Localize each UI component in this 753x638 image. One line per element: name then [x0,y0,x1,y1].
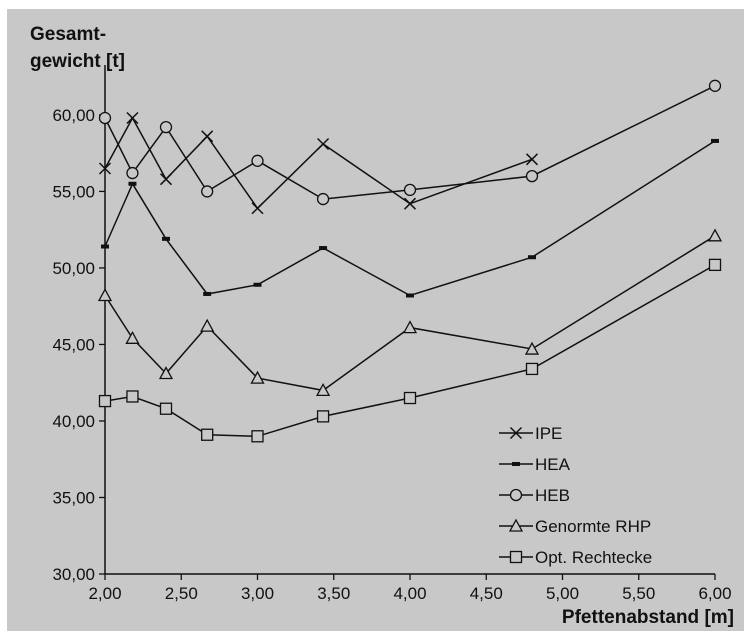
data-point-heb [251,154,264,167]
data-point-genormte-rhp [524,341,540,355]
data-point-hea [319,246,328,251]
x-axis-label: Pfettenabstand [m] [562,607,734,628]
data-point-genormte-rhp [707,228,723,242]
data-point-genormte-rhp [402,320,418,334]
series-ipe [98,111,539,215]
series-hea [101,138,719,298]
legend-item-ipe: IPE [499,424,562,443]
series-line-ipe [104,116,533,210]
data-point-heb [316,192,330,206]
data-point-ipe [317,137,330,151]
data-point-opt-rechtecke [525,362,539,376]
x-tick-label: 5,50 [622,584,655,603]
data-point-genormte-rhp [200,318,215,332]
data-point-genormte-rhp [250,370,265,384]
data-point-hea [128,181,137,186]
legend-label: Genormte RHP [535,517,651,536]
legend-marker-ipe [509,426,523,440]
data-point-heb [159,121,173,134]
axes: 30,00 35,00 40,00 45,00 50,00 55,00 60,00 2,00 2… [52,65,732,603]
data-point-ipe [98,162,112,175]
y-tick-label: 45,00 [52,335,95,354]
data-point-heb [126,166,139,180]
series-heb [98,79,722,206]
y-tick-label: 60,00 [52,106,95,125]
x-tick-label: 4,00 [393,584,426,603]
data-point-opt-rechtecke [708,258,722,272]
data-point-heb [525,169,539,183]
data-point-genormte-rhp [315,383,331,397]
data-point-ipe [126,111,139,125]
data-point-hea [162,236,170,241]
y-tick-label: 40,00 [52,412,95,431]
line-chart: Gesamt- gewicht [t] 30,00 35,00 40,00 45,00… [30,24,734,628]
legend-marker-genormte-rhp [508,518,524,532]
series-line-heb [104,85,716,200]
y-tick-label: 35,00 [52,488,95,507]
legend-item-opt-rechtecke: Opt. Rechtecke [499,548,652,567]
chart-frame: Gesamt- gewicht [t] 30,00 35,00 40,00 45,00… [7,9,744,631]
data-point-heb [98,111,112,125]
legend-label: Opt. Rechtecke [535,548,652,567]
data-point-hea [711,138,719,143]
legend-label: HEB [535,486,570,505]
data-point-opt-rechtecke [316,410,330,423]
data-point-opt-rechtecke [159,402,173,415]
data-point-heb [201,185,214,198]
legend-label: HEA [535,455,571,474]
data-point-genormte-rhp [158,366,174,380]
legend-item-hea: HEA [499,455,571,474]
series-opt-rechtecke [98,258,722,443]
data-point-ipe [201,130,214,143]
data-point-hea [528,255,536,260]
y-axis-label-line-2: gewicht [t] [30,51,125,72]
data-point-ipe [251,202,264,215]
x-tick-label: 3,00 [241,584,274,603]
legend-item-heb: HEB [499,486,570,505]
data-point-heb [708,79,722,92]
data-point-genormte-rhp [97,288,113,302]
data-point-hea [406,293,414,298]
data-point-opt-rechtecke [251,430,264,443]
data-point-opt-rechtecke [403,391,417,405]
y-tick-label: 50,00 [52,259,95,278]
series-line-genormte-rhp [104,235,716,392]
data-point-ipe [159,173,173,186]
y-tick-label: 55,00 [52,182,95,201]
legend-label: IPE [535,424,562,443]
y-tick-label: 30,00 [52,565,95,584]
data-point-hea [203,291,212,296]
legend-item-genormte-rhp: Genormte RHP [499,517,651,536]
data-point-hea [101,244,109,249]
data-point-hea [253,282,262,287]
data-point-opt-rechtecke [201,428,214,441]
x-tick-label: 2,50 [165,584,198,603]
legend-marker-heb [509,488,523,502]
y-axis-label-line-1: Gesamt- [30,24,106,45]
series-genormte-rhp [97,228,723,397]
x-tick-label: 5,00 [546,584,579,603]
series-layer [97,79,723,443]
data-point-heb [403,183,417,197]
data-point-opt-rechtecke [126,390,139,403]
legend: IPE HEA HEB Genormte RHP Opt. Rechtecke [499,424,652,567]
series-line-opt-rechtecke [104,264,716,438]
x-tick-label: 4,50 [470,584,503,603]
data-point-ipe [403,197,417,210]
series-line-hea [104,140,716,297]
legend-marker-opt-rechtecke [509,550,523,564]
x-tick-label: 2,00 [88,584,121,603]
legend-marker-hea [512,462,520,466]
x-tick-label: 3,50 [317,584,350,603]
x-tick-label: 6,00 [698,584,731,603]
data-point-opt-rechtecke [98,394,112,408]
data-point-genormte-rhp [125,330,140,344]
data-point-ipe [525,153,539,166]
